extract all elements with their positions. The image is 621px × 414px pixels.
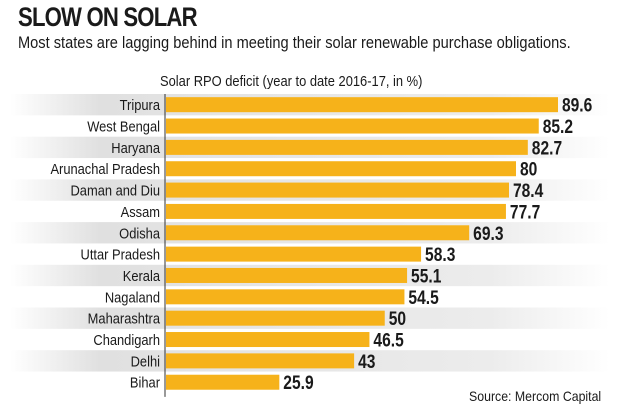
axis-title: Solar RPO deficit (year to date 2016-17,… bbox=[160, 73, 423, 90]
category-label: Daman and Diu bbox=[70, 182, 160, 199]
value-label: 55.1 bbox=[411, 265, 442, 287]
chart-subtitle: Most states are lagging behind in meetin… bbox=[18, 33, 571, 52]
value-label: 43 bbox=[358, 350, 376, 372]
category-label: Odisha bbox=[119, 224, 160, 241]
category-label: Maharashtra bbox=[88, 310, 161, 327]
bar-delhi bbox=[166, 353, 355, 369]
value-label: 85.2 bbox=[543, 116, 573, 138]
value-label: 80 bbox=[520, 158, 537, 180]
category-label: Chandigarh bbox=[93, 331, 160, 348]
value-label: 69.3 bbox=[473, 222, 504, 244]
value-label: 78.4 bbox=[513, 180, 544, 202]
bar-west-bengal bbox=[166, 118, 539, 134]
bar-odisha bbox=[166, 225, 470, 241]
source-note: Source: Mercom Capital bbox=[468, 388, 601, 404]
category-label: Uttar Pradesh bbox=[81, 246, 160, 263]
category-label: Delhi bbox=[131, 352, 160, 369]
bar-uttar-pradesh bbox=[166, 246, 422, 262]
value-label: 46.5 bbox=[373, 329, 404, 351]
bar-haryana bbox=[166, 139, 528, 155]
bar-tripura bbox=[166, 97, 558, 113]
bar-daman-and-diu bbox=[166, 182, 509, 198]
value-label: 50 bbox=[389, 308, 406, 330]
value-label: 54.5 bbox=[408, 286, 439, 308]
value-label: 25.9 bbox=[283, 372, 314, 394]
value-label: 82.7 bbox=[532, 137, 562, 159]
category-label: Assam bbox=[121, 203, 160, 220]
category-label: Tripura bbox=[120, 96, 161, 113]
chart-title: SLOW ON SOLAR bbox=[18, 2, 198, 32]
category-label: Nagaland bbox=[105, 288, 160, 305]
bar-nagaland bbox=[166, 289, 405, 305]
category-label: West Bengal bbox=[87, 118, 160, 135]
value-label: 58.3 bbox=[425, 244, 456, 266]
category-label: Kerala bbox=[123, 267, 160, 284]
value-label: 89.6 bbox=[562, 94, 593, 116]
bar-kerala bbox=[166, 267, 408, 283]
category-label: Haryana bbox=[111, 139, 160, 156]
value-label: 77.7 bbox=[510, 201, 540, 223]
bar-arunachal-pradesh bbox=[166, 161, 516, 177]
bar-maharashtra bbox=[166, 310, 385, 326]
bar-assam bbox=[166, 203, 506, 219]
bar-bihar bbox=[166, 374, 280, 390]
bar-chandigarh bbox=[166, 332, 370, 348]
category-label: Arunachal Pradesh bbox=[50, 160, 160, 177]
category-label: Bihar bbox=[130, 374, 160, 391]
